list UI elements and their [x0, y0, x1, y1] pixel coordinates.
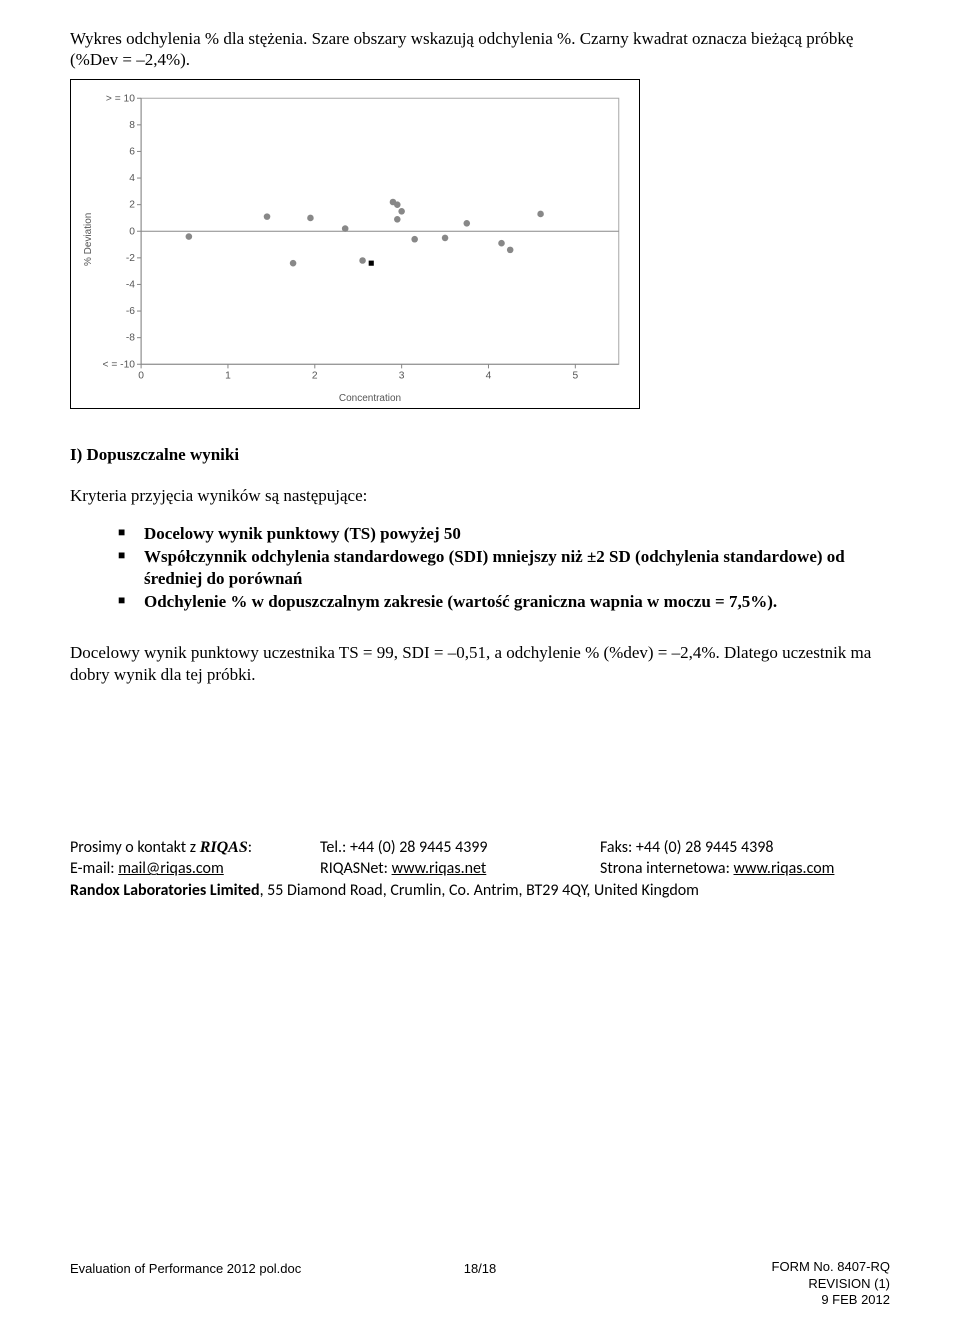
- data-point: [463, 219, 470, 226]
- company-name: Randox Laboratories Limited: [70, 881, 260, 900]
- svg-text:1: 1: [225, 370, 231, 381]
- svg-text:< = -10: < = -10: [103, 359, 136, 370]
- data-point: [442, 234, 449, 241]
- result-text: Docelowy wynik punktowy uczestnika TS = …: [70, 642, 890, 686]
- email-label: E-mail:: [70, 859, 118, 878]
- tel-value: +44 (0) 28 9445 4399: [350, 838, 488, 857]
- footer-revision: REVISION (1): [772, 1276, 890, 1292]
- svg-text:-4: -4: [126, 279, 135, 290]
- svg-text:0: 0: [129, 226, 135, 237]
- data-point: [394, 201, 401, 208]
- net-label: RIQASNet:: [320, 859, 392, 878]
- data-point: [394, 215, 401, 222]
- data-point: [186, 233, 193, 240]
- svg-text:4: 4: [486, 370, 492, 381]
- email-link[interactable]: mail@riqas.com: [118, 859, 224, 878]
- tel-label: Tel.:: [320, 838, 350, 857]
- web-link[interactable]: www.riqas.com: [734, 859, 835, 878]
- footer-form-no: FORM No. 8407-RQ: [772, 1259, 890, 1275]
- fax-value: +44 (0) 28 9445 4398: [636, 838, 774, 857]
- chart-description: Wykres odchylenia % dla stężenia. Szare …: [70, 28, 890, 71]
- deviation-scatter-plot: < = -10 -8 -6 -4 -2 0 2 4 6 8 > = 10 0 1 2 3 4 5: [96, 90, 629, 389]
- data-point: [398, 208, 405, 215]
- svg-text:5: 5: [572, 370, 578, 381]
- data-point: [342, 225, 349, 232]
- contact-label: Prosimy o kontakt z: [70, 838, 200, 857]
- footer-form-info: FORM No. 8407-RQ REVISION (1) 9 FEB 2012: [772, 1259, 890, 1308]
- data-point: [290, 259, 297, 266]
- criteria-list: Docelowy wynik punktowy (TS) powyżej 50W…: [118, 523, 890, 615]
- criteria-item: Odchylenie % w dopuszczalnym zakresie (w…: [118, 591, 890, 614]
- section-heading: I) Dopuszczalne wyniki: [70, 445, 890, 465]
- svg-text:2: 2: [312, 370, 318, 381]
- y-axis-label: % Deviation: [81, 130, 96, 349]
- x-axis-label: Concentration: [111, 393, 629, 404]
- company-address: , 55 Diamond Road, Crumlin, Co. Antrim, …: [260, 881, 699, 900]
- net-link[interactable]: www.riqas.net: [392, 859, 487, 878]
- svg-text:8: 8: [129, 119, 135, 130]
- data-point: [359, 257, 366, 264]
- svg-text:2: 2: [129, 199, 135, 210]
- fax-label: Faks:: [600, 838, 636, 857]
- data-point: [537, 210, 544, 217]
- criteria-intro: Kryteria przyjęcia wyników są następując…: [70, 485, 890, 507]
- data-point: [264, 213, 271, 220]
- svg-text:3: 3: [399, 370, 405, 381]
- current-sample-marker: [369, 260, 374, 265]
- criteria-item: Docelowy wynik punktowy (TS) powyżej 50: [118, 523, 890, 546]
- svg-text:4: 4: [129, 173, 135, 184]
- svg-text:0: 0: [138, 370, 144, 381]
- data-point: [498, 239, 505, 246]
- svg-text:6: 6: [129, 146, 135, 157]
- svg-text:-8: -8: [126, 332, 135, 343]
- criteria-item: Współczynnik odchylenia standardowego (S…: [118, 546, 890, 592]
- svg-text:-6: -6: [126, 306, 135, 317]
- contact-block: Prosimy o kontakt z RIQAS: Tel.: +44 (0)…: [70, 837, 890, 902]
- svg-text:-2: -2: [126, 252, 135, 263]
- data-point: [307, 214, 314, 221]
- web-label: Strona internetowa:: [600, 859, 734, 878]
- data-point: [411, 235, 418, 242]
- deviation-chart-container: % Deviation < = -10 -8 -6 -4 -2 0 2 4 6 8 > = 10 0 1…: [70, 79, 640, 409]
- footer-date: 9 FEB 2012: [772, 1292, 890, 1308]
- svg-text:> = 10: > = 10: [106, 93, 135, 104]
- data-point: [507, 246, 514, 253]
- contact-brand: RIQAS: [200, 839, 248, 856]
